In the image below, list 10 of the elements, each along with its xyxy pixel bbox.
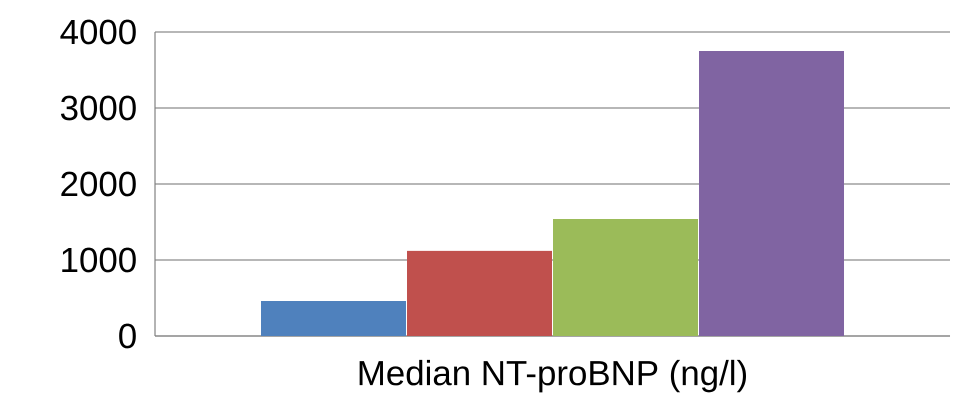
bar [407, 250, 552, 336]
y-tick-label: 3000 [60, 96, 136, 120]
bar [553, 218, 698, 336]
y-tick-label: 1000 [62, 248, 136, 272]
bar [699, 50, 844, 336]
x-tick-label: Median NT-proBNP (ng/l) [360, 360, 746, 392]
y-tick-label: 4000 [60, 20, 136, 44]
y-tick-label: 0 [119, 324, 136, 348]
y-tick-label: 2000 [61, 172, 136, 196]
bar [261, 301, 406, 336]
